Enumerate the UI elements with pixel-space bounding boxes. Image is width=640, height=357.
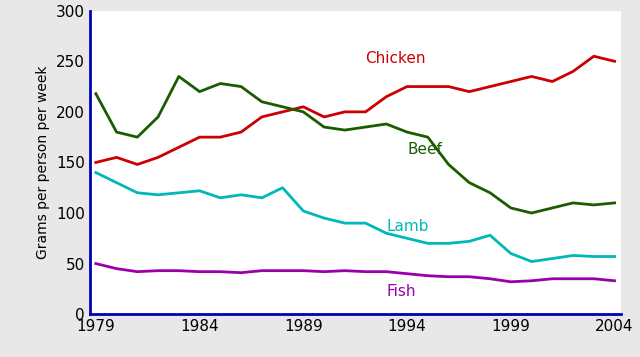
Y-axis label: Grams per person per week: Grams per person per week (36, 66, 50, 259)
Text: Chicken: Chicken (365, 51, 426, 66)
Text: Fish: Fish (387, 284, 416, 299)
Text: Lamb: Lamb (387, 219, 429, 234)
Text: Beef: Beef (407, 142, 442, 157)
